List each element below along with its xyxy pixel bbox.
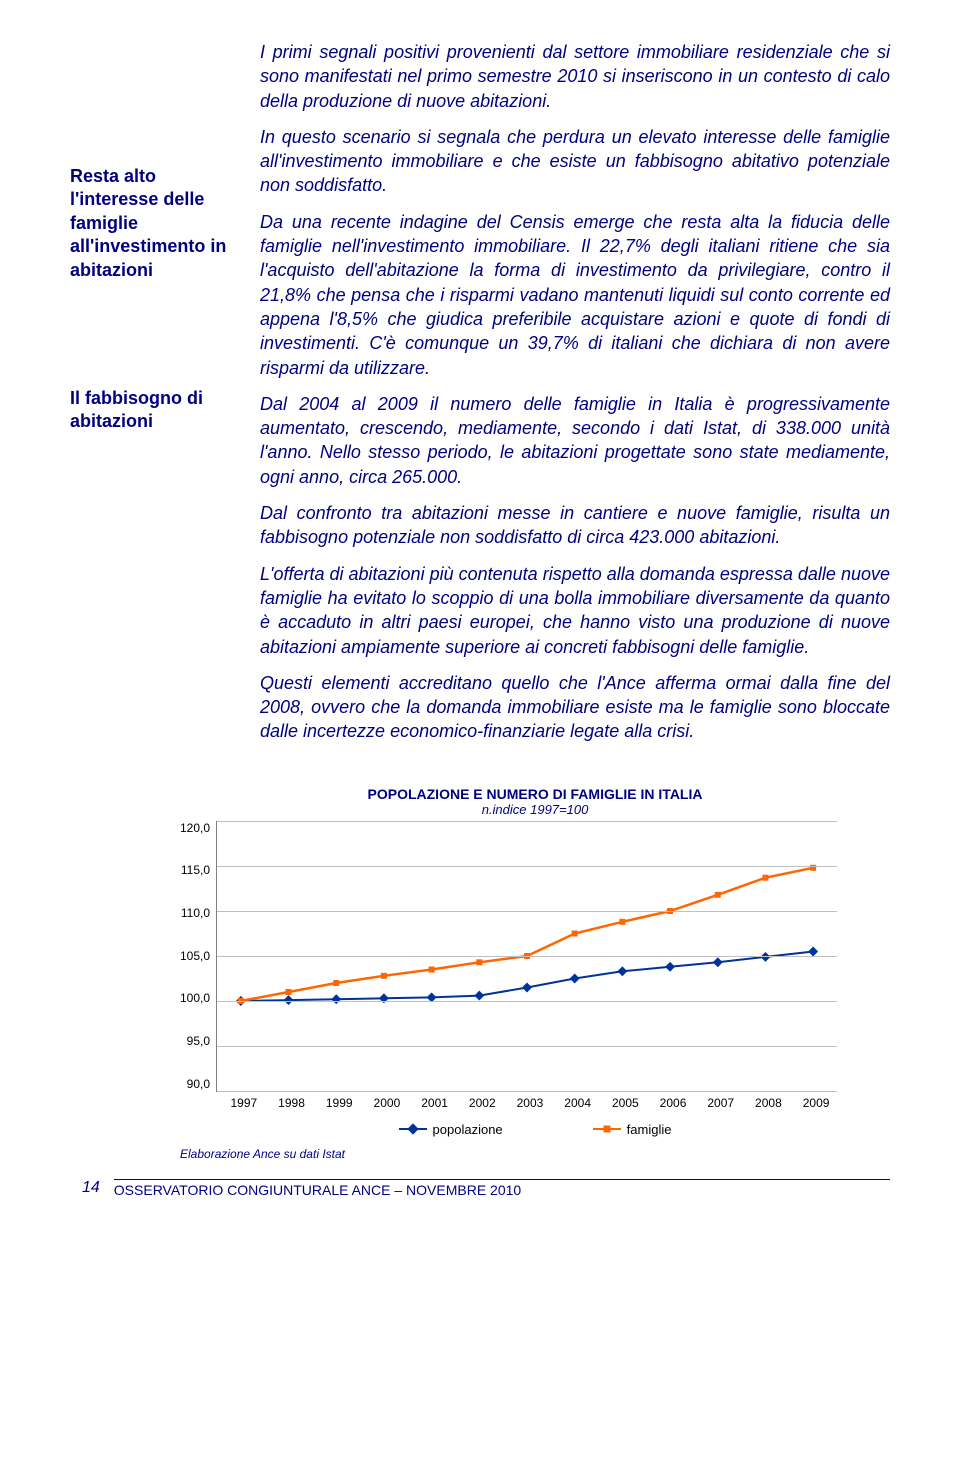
legend-item: popolazione [399, 1122, 503, 1137]
paragraph: I primi segnali positivi provenienti dal… [260, 40, 890, 113]
legend-label: famiglie [627, 1122, 672, 1137]
side-label-1: Resta alto l'interesse delle famiglie al… [70, 165, 246, 282]
footer-line: OSSERVATORIO CONGIUNTURALE ANCE – NOVEMB… [114, 1179, 890, 1198]
chart-title: POPOLAZIONE E NUMERO DI FAMIGLIE IN ITAL… [180, 786, 890, 802]
paragraph: Questi elementi accreditano quello che l… [260, 671, 890, 744]
x-axis: 1997199819992000200120022003200420052006… [220, 1092, 840, 1110]
paragraph: Dal confronto tra abitazioni messe in ca… [260, 501, 890, 550]
plot-area [216, 821, 837, 1092]
chart-subtitle: n.indice 1997=100 [180, 802, 890, 817]
body-text: I primi segnali positivi provenienti dal… [260, 40, 890, 756]
chart: POPOLAZIONE E NUMERO DI FAMIGLIE IN ITAL… [70, 786, 890, 1161]
page-number: 14 [82, 1179, 100, 1197]
paragraph: Da una recente indagine del Censis emerg… [260, 210, 890, 380]
side-column: Resta alto l'interesse delle famiglie al… [70, 40, 246, 756]
y-axis: 120,0115,0110,0105,0100,095,090,0 [180, 821, 216, 1091]
paragraph: L'offerta di abitazioni più contenuta ri… [260, 562, 890, 659]
footer: 14 OSSERVATORIO CONGIUNTURALE ANCE – NOV… [70, 1179, 890, 1198]
paragraph: In questo scenario si segnala che perdur… [260, 125, 890, 198]
paragraph: Dal 2004 al 2009 il numero delle famigli… [260, 392, 890, 489]
legend: popolazione famiglie [180, 1122, 890, 1137]
side-label-2: Il fabbisogno di abitazioni [70, 387, 246, 434]
legend-item: famiglie [593, 1122, 672, 1137]
legend-label: popolazione [433, 1122, 503, 1137]
chart-source: Elaborazione Ance su dati Istat [180, 1147, 890, 1161]
